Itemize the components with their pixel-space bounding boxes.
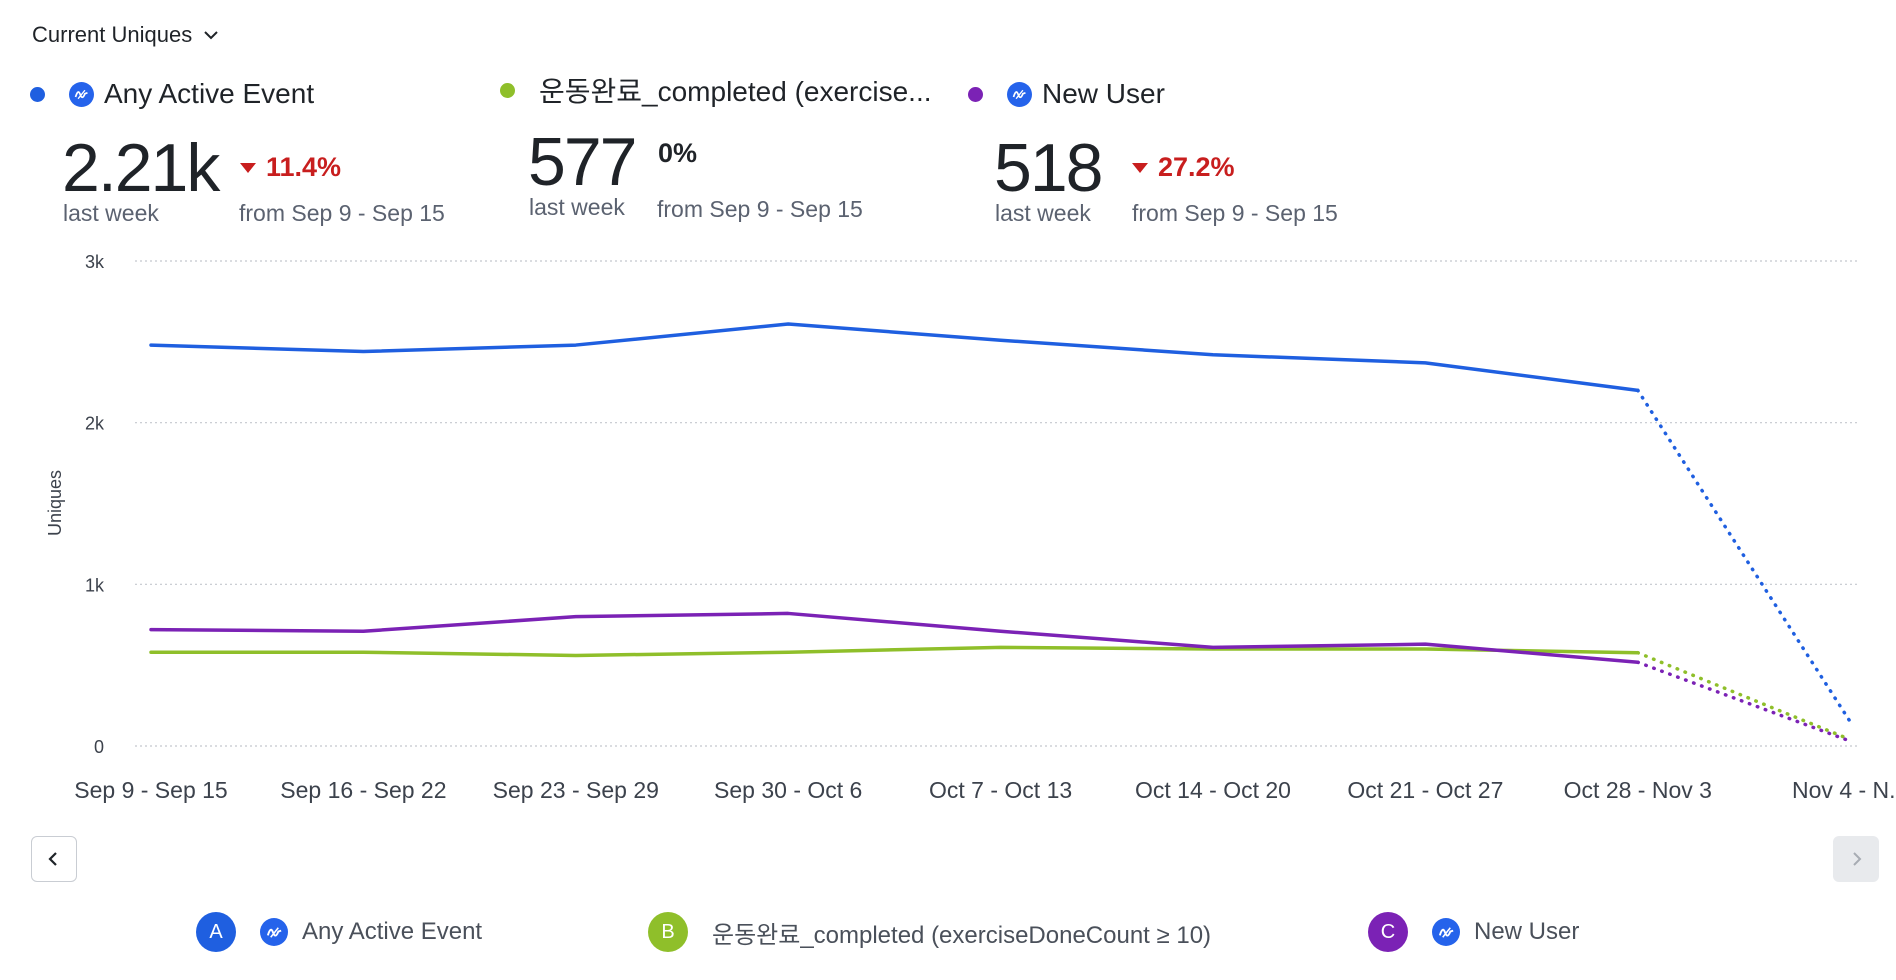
- kpi-change: 11.4%: [240, 152, 341, 183]
- kpi-value: 518: [994, 130, 1103, 206]
- legend-badge: B: [648, 912, 688, 952]
- kpi-title: 운동완료_completed (exercise...: [539, 76, 932, 107]
- event-icon: [1007, 81, 1032, 107]
- x-tick-label: Oct 21 - Oct 27: [1347, 777, 1503, 803]
- kpi-period: last week: [995, 200, 1091, 226]
- series-line-1: [149, 645, 1640, 658]
- y-tick-label: 0: [94, 737, 104, 757]
- kpi-period: last week: [63, 200, 159, 226]
- legend-item-a[interactable]: A Any Active Event: [196, 912, 482, 952]
- event-icon: [1432, 918, 1460, 946]
- y-tick-label: 1k: [85, 575, 105, 595]
- line-chart: 0 1k 2k 3k Uniques Sep 9 - Sep 15 Sep 16 - Sep…: [45, 252, 1896, 803]
- chevron-down-icon: [204, 31, 218, 40]
- series-incomplete-line-2: [1636, 660, 1852, 743]
- x-tick-label: Sep 30 - Oct 6: [714, 777, 862, 803]
- series-line-0: [149, 322, 1640, 393]
- kpi-compare: from Sep 9 - Sep 15: [1132, 200, 1338, 226]
- x-tick-label: Oct 7 - Oct 13: [929, 777, 1072, 803]
- legend-label: 운동완료_completed (exerciseDoneCount ≥ 10): [712, 921, 1212, 949]
- prev-page-button[interactable]: [31, 836, 77, 882]
- kpi-change: 0%: [658, 138, 697, 169]
- event-icon: [260, 918, 288, 946]
- series-incomplete-line-1: [1636, 650, 1852, 742]
- kpi-compare: from Sep 9 - Sep 15: [239, 200, 445, 226]
- x-tick-label: Nov 4 - N...: [1792, 777, 1896, 803]
- x-tick-label: Sep 9 - Sep 15: [74, 777, 227, 803]
- metric-dropdown[interactable]: Current Uniques: [32, 22, 220, 48]
- kpi-new-user: New User 518 last week 27.2% from Sep 9 …: [968, 70, 1338, 226]
- kpi-change-value: 0%: [658, 138, 698, 168]
- y-tick-label: 3k: [85, 252, 105, 272]
- kpi-any-active-event: Any Active Event 2.21k last week 11.4% f…: [30, 70, 445, 226]
- kpi-change: 27.2%: [1132, 152, 1235, 183]
- kpi-value: 577: [528, 124, 637, 200]
- x-tick-label: Sep 16 - Sep 22: [280, 777, 446, 803]
- series-color-dot: [968, 86, 983, 102]
- x-tick-label: Oct 28 - Nov 3: [1564, 777, 1712, 803]
- next-page-button[interactable]: [1833, 836, 1879, 882]
- series-color-dot: [500, 82, 515, 98]
- series-incomplete-line-0: [1636, 388, 1852, 724]
- down-triangle-icon: [1132, 162, 1148, 173]
- kpi-change-value: 11.4%: [266, 152, 342, 182]
- y-axis-label: Uniques: [45, 470, 65, 536]
- x-tick-label: Oct 14 - Oct 20: [1135, 777, 1291, 803]
- kpi-period: last week: [529, 194, 625, 220]
- kpi-value: 2.21k: [62, 130, 220, 206]
- kpi-header[interactable]: New User: [968, 78, 1165, 110]
- metric-dropdown-label: Current Uniques: [32, 22, 193, 47]
- legend-badge: C: [1368, 912, 1408, 952]
- x-tick-label: Sep 23 - Sep 29: [493, 777, 659, 803]
- series-color-dot: [30, 86, 45, 102]
- kpi-change-value: 27.2%: [1158, 152, 1235, 182]
- kpi-header[interactable]: Any Active Event: [30, 78, 314, 110]
- chevron-left-icon: [48, 852, 57, 866]
- legend-label: New User: [1474, 918, 1580, 945]
- down-triangle-icon: [240, 162, 256, 173]
- legend-label: Any Active Event: [302, 918, 483, 945]
- kpi-exercise-completed: 운동완료_completed (exercise... 577 last wee…: [500, 70, 932, 222]
- legend-badge: A: [196, 912, 236, 952]
- event-icon: [69, 81, 94, 107]
- kpi-compare: from Sep 9 - Sep 15: [657, 196, 863, 222]
- kpi-header[interactable]: 운동완료_completed (exercise...: [500, 70, 932, 110]
- kpi-title: Any Active Event: [104, 78, 315, 109]
- y-tick-label: 2k: [85, 414, 105, 434]
- legend-item-b[interactable]: B 운동완료_completed (exerciseDoneCount ≥ 10…: [648, 912, 1211, 952]
- legend-item-c[interactable]: C New User: [1368, 912, 1579, 952]
- chevron-right-icon: [1853, 852, 1862, 866]
- kpi-title: New User: [1042, 78, 1165, 109]
- series-line-2: [149, 611, 1640, 665]
